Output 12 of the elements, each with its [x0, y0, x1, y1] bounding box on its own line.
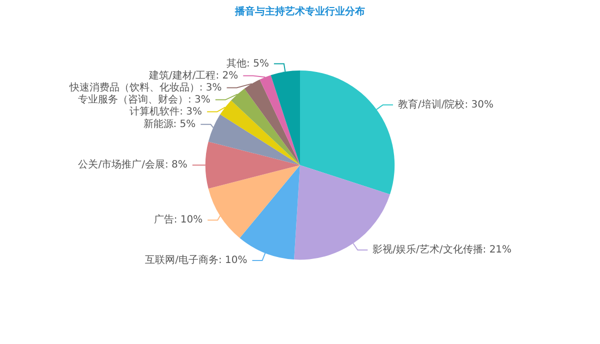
- chart-title: 播音与主持艺术专业行业分布: [234, 6, 365, 18]
- slice-label: 建筑/建材/工程: 2%: [148, 69, 238, 82]
- slice-label: 新能源: 5%: [143, 118, 196, 130]
- slice-label: 广告: 10%: [154, 214, 203, 226]
- slice-label: 公关/市场推广/会展: 8%: [78, 158, 188, 171]
- slice-label: 快速消费品（饮料、化妆品）: 3%: [68, 81, 222, 94]
- slice-label: 互联网/电子商务: 10%: [145, 254, 248, 266]
- slice-label: 影视/娱乐/艺术/文化传播: 21%: [372, 243, 512, 256]
- slice-label: 计算机软件: 3%: [130, 105, 202, 118]
- slice-label: 教育/培训/院校: 30%: [398, 98, 494, 110]
- slice-label: 其他: 5%: [226, 57, 269, 70]
- slice-label: 专业服务（咨询、财会）: 3%: [78, 93, 210, 106]
